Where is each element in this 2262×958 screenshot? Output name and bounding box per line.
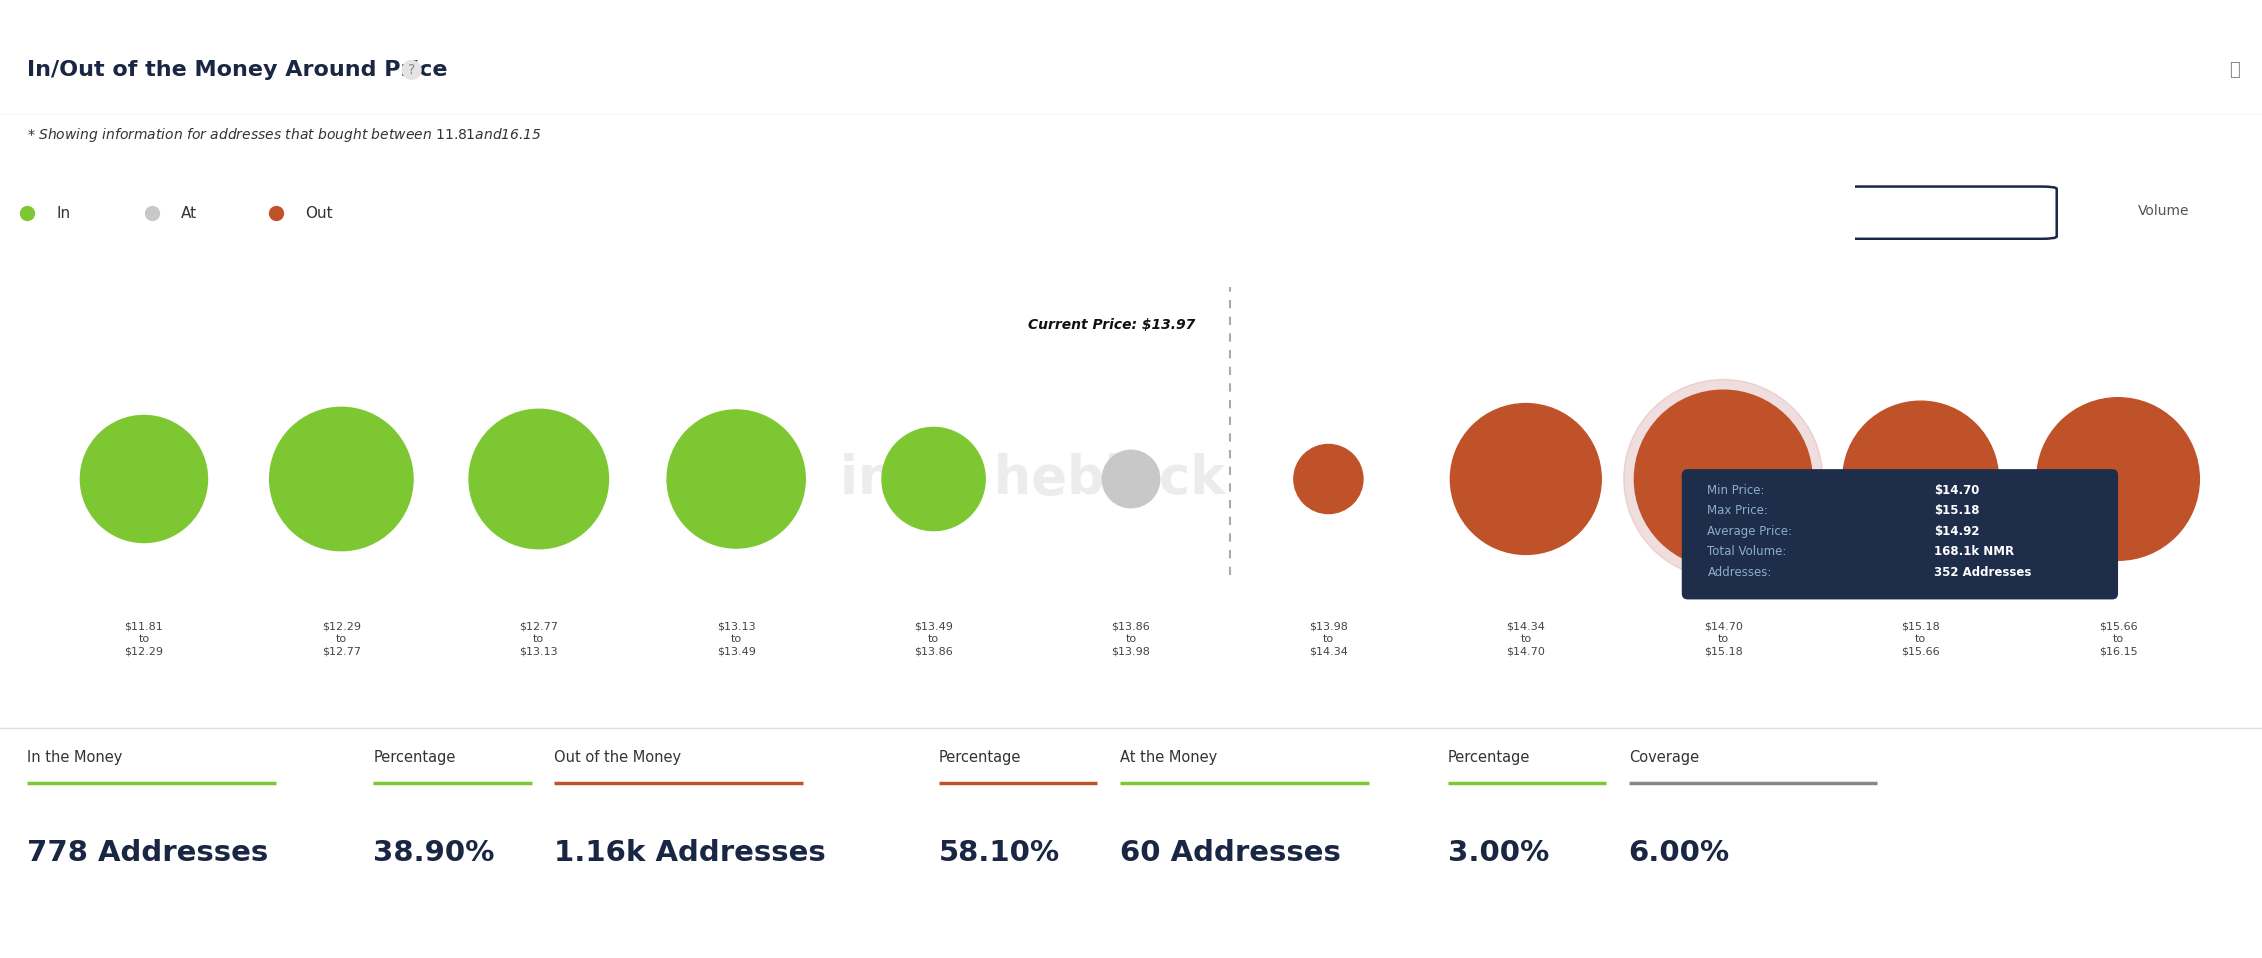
Text: * Showing information for addresses that bought between $11.81 and $16.15: * Showing information for addresses that… xyxy=(27,126,543,144)
Text: $13.86
to
$13.98: $13.86 to $13.98 xyxy=(1111,621,1151,657)
Circle shape xyxy=(269,407,414,551)
Text: $15.18: $15.18 xyxy=(1934,504,1979,517)
Text: $15.18
to
$15.66: $15.18 to $15.66 xyxy=(1902,621,1941,657)
Text: ?: ? xyxy=(407,63,416,77)
Text: Coverage: Coverage xyxy=(1629,749,1699,764)
Text: Min Price:: Min Price: xyxy=(1708,484,1764,497)
Text: 3.00%: 3.00% xyxy=(1448,838,1549,867)
Text: Addresses: Addresses xyxy=(1909,204,1991,218)
Circle shape xyxy=(1635,390,1812,568)
Text: 6.00%: 6.00% xyxy=(1629,838,1730,867)
Text: Percentage: Percentage xyxy=(1448,749,1529,764)
Circle shape xyxy=(81,416,208,542)
Text: 352 Addresses: 352 Addresses xyxy=(1934,565,2031,579)
Text: $11.81
to
$12.29: $11.81 to $12.29 xyxy=(124,621,163,657)
Text: $14.34
to
$14.70: $14.34 to $14.70 xyxy=(1506,621,1545,657)
Text: 58.10%: 58.10% xyxy=(939,838,1061,867)
Text: In: In xyxy=(57,206,70,220)
Text: 1.16k Addresses: 1.16k Addresses xyxy=(554,838,826,867)
Text: into  heblock: into heblock xyxy=(839,453,1226,505)
Text: 168.1k NMR: 168.1k NMR xyxy=(1934,545,2015,559)
Text: $12.29
to
$12.77: $12.29 to $12.77 xyxy=(321,621,362,657)
FancyBboxPatch shape xyxy=(1844,187,2056,239)
Text: At: At xyxy=(181,206,197,220)
Text: $13.98
to
$14.34: $13.98 to $14.34 xyxy=(1310,621,1348,657)
Text: 60 Addresses: 60 Addresses xyxy=(1120,838,1341,867)
Text: $12.77
to
$13.13: $12.77 to $13.13 xyxy=(520,621,559,657)
Text: $14.70
to
$15.18: $14.70 to $15.18 xyxy=(1703,621,1742,657)
Circle shape xyxy=(1624,379,1823,579)
Text: Percentage: Percentage xyxy=(373,749,455,764)
Circle shape xyxy=(468,409,608,549)
Text: $13.13
to
$13.49: $13.13 to $13.49 xyxy=(717,621,756,657)
Text: $14.92: $14.92 xyxy=(1934,525,1979,537)
Text: 38.90%: 38.90% xyxy=(373,838,495,867)
Circle shape xyxy=(1102,450,1160,508)
Circle shape xyxy=(1450,403,1601,555)
Text: $15.66
to
$16.15: $15.66 to $16.15 xyxy=(2099,621,2138,657)
Text: Total Volume:: Total Volume: xyxy=(1708,545,1787,559)
Text: ⤓: ⤓ xyxy=(2230,61,2239,79)
Text: Out: Out xyxy=(305,206,333,220)
Text: In/Out of the Money Around Price: In/Out of the Money Around Price xyxy=(27,60,448,80)
Text: Percentage: Percentage xyxy=(939,749,1020,764)
Text: Average Price:: Average Price: xyxy=(1708,525,1792,537)
Text: Volume: Volume xyxy=(2138,204,2190,218)
Circle shape xyxy=(1844,401,1997,557)
Text: Current Price: $13.97: Current Price: $13.97 xyxy=(1027,318,1194,332)
Circle shape xyxy=(667,410,805,548)
Text: At the Money: At the Money xyxy=(1120,749,1217,764)
FancyBboxPatch shape xyxy=(1681,469,2117,600)
Text: $14.70: $14.70 xyxy=(1934,484,1979,497)
Text: $13.49
to
$13.86: $13.49 to $13.86 xyxy=(914,621,952,657)
Circle shape xyxy=(882,427,986,531)
Text: In the Money: In the Money xyxy=(27,749,122,764)
Circle shape xyxy=(2036,398,2199,560)
Text: Addresses:: Addresses: xyxy=(1708,565,1771,579)
Text: Out of the Money: Out of the Money xyxy=(554,749,681,764)
Text: Max Price:: Max Price: xyxy=(1708,504,1769,517)
Text: 778 Addresses: 778 Addresses xyxy=(27,838,269,867)
Circle shape xyxy=(1294,445,1364,513)
